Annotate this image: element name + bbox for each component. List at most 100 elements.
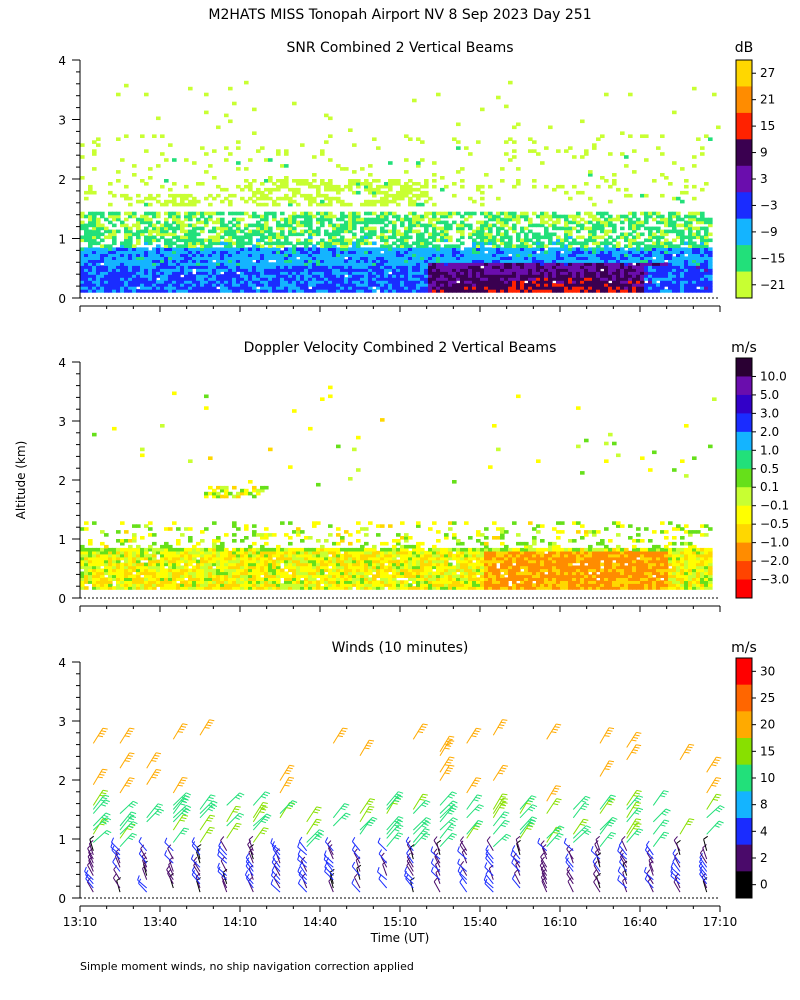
heatmap-cell [496, 95, 501, 100]
heatmap-cell [148, 202, 153, 207]
heatmap-cell [208, 265, 213, 269]
heatmap-cell [144, 182, 149, 186]
heatmap-cell [444, 277, 449, 281]
heatmap-cell [224, 533, 229, 537]
heatmap-cell [340, 283, 345, 287]
heatmap-cell [248, 283, 253, 287]
heatmap-cell [216, 562, 221, 567]
heatmap-cell [656, 146, 661, 150]
heatmap-cell [148, 568, 153, 573]
heatmap-cell [196, 280, 201, 284]
heatmap-cell [460, 179, 465, 183]
heatmap-cell [368, 229, 373, 234]
heatmap-cell [304, 229, 309, 234]
heatmap-cell [476, 268, 481, 272]
heatmap-cell [648, 259, 653, 263]
heatmap-cell [256, 283, 261, 287]
heatmap-cell [80, 580, 85, 584]
heatmap-cell [264, 274, 269, 278]
heatmap-cell [88, 262, 93, 266]
heatmap-cell [452, 274, 457, 278]
heatmap-cell [264, 574, 269, 578]
heatmap-cell [192, 565, 197, 570]
heatmap-cell [348, 250, 353, 254]
heatmap-cell [688, 262, 693, 266]
heatmap-cell [464, 286, 469, 290]
heatmap-cell [184, 262, 189, 266]
heatmap-cell [248, 574, 253, 578]
heatmap-cell [236, 247, 241, 251]
heatmap-cell [248, 182, 253, 186]
heatmap-cell [172, 391, 177, 396]
heatmap-cell [396, 217, 401, 222]
heatmap-cell [200, 286, 205, 290]
heatmap-cell [164, 562, 169, 567]
heatmap-cell [120, 583, 125, 587]
heatmap-cell [224, 238, 229, 243]
heatmap-cell [376, 286, 381, 290]
heatmap-cell [160, 152, 165, 156]
heatmap-cell [252, 262, 257, 266]
heatmap-cell [576, 268, 581, 272]
heatmap-cell [100, 211, 105, 216]
heatmap-cell [384, 256, 389, 260]
heatmap-cell [656, 244, 661, 248]
heatmap-cell [228, 226, 233, 231]
heatmap-cell [300, 214, 305, 219]
heatmap-cell [180, 533, 185, 537]
heatmap-cell [228, 262, 233, 266]
heatmap-cell [384, 190, 389, 195]
heatmap-cell [612, 256, 617, 260]
heatmap-cell [304, 256, 309, 260]
heatmap-cell [424, 238, 429, 243]
heatmap-cell [292, 271, 297, 275]
heatmap-cell [376, 217, 381, 222]
heatmap-cell [80, 574, 85, 578]
heatmap-cell [684, 286, 689, 290]
heatmap-cell [268, 556, 273, 561]
heatmap-cell [232, 485, 237, 490]
heatmap-cell [176, 211, 181, 216]
heatmap-cell [88, 217, 93, 222]
heatmap-cell [252, 277, 257, 281]
heatmap-cell [700, 277, 705, 281]
heatmap-cell [524, 247, 529, 251]
heatmap-cell [556, 283, 561, 287]
heatmap-cell [500, 253, 505, 257]
heatmap-cell [644, 250, 649, 254]
heatmap-cell [116, 256, 121, 260]
heatmap-cell [156, 583, 161, 587]
heatmap-cell [584, 259, 589, 263]
heatmap-cell [300, 247, 305, 251]
heatmap-cell [504, 104, 509, 109]
heatmap-cell [124, 562, 129, 567]
heatmap-cell [152, 565, 157, 570]
heatmap-cell [468, 286, 473, 290]
heatmap-cell [300, 277, 305, 281]
heatmap-cell [408, 187, 413, 192]
heatmap-cell [252, 107, 257, 112]
heatmap-cell [552, 223, 557, 228]
heatmap-cell [604, 259, 609, 263]
heatmap-cell [96, 211, 101, 216]
heatmap-cell [508, 268, 513, 272]
heatmap-cell [268, 568, 273, 573]
heatmap-cell [120, 577, 125, 581]
heatmap-cell [120, 253, 125, 257]
heatmap-cell [260, 182, 265, 186]
heatmap-cell [128, 559, 133, 564]
heatmap-cell [416, 274, 421, 278]
heatmap-cell [136, 238, 141, 243]
heatmap-cell [256, 559, 261, 564]
heatmap-cell [244, 259, 249, 263]
heatmap-cell [548, 271, 553, 275]
heatmap-cell [184, 553, 189, 558]
heatmap-cell [488, 262, 493, 266]
heatmap-cell [84, 250, 89, 254]
heatmap-cell [92, 265, 97, 269]
heatmap-cell [424, 250, 429, 254]
heatmap-cell [256, 271, 261, 275]
heatmap-cell [124, 232, 129, 237]
heatmap-cell [668, 262, 673, 266]
heatmap-cell [164, 199, 169, 204]
